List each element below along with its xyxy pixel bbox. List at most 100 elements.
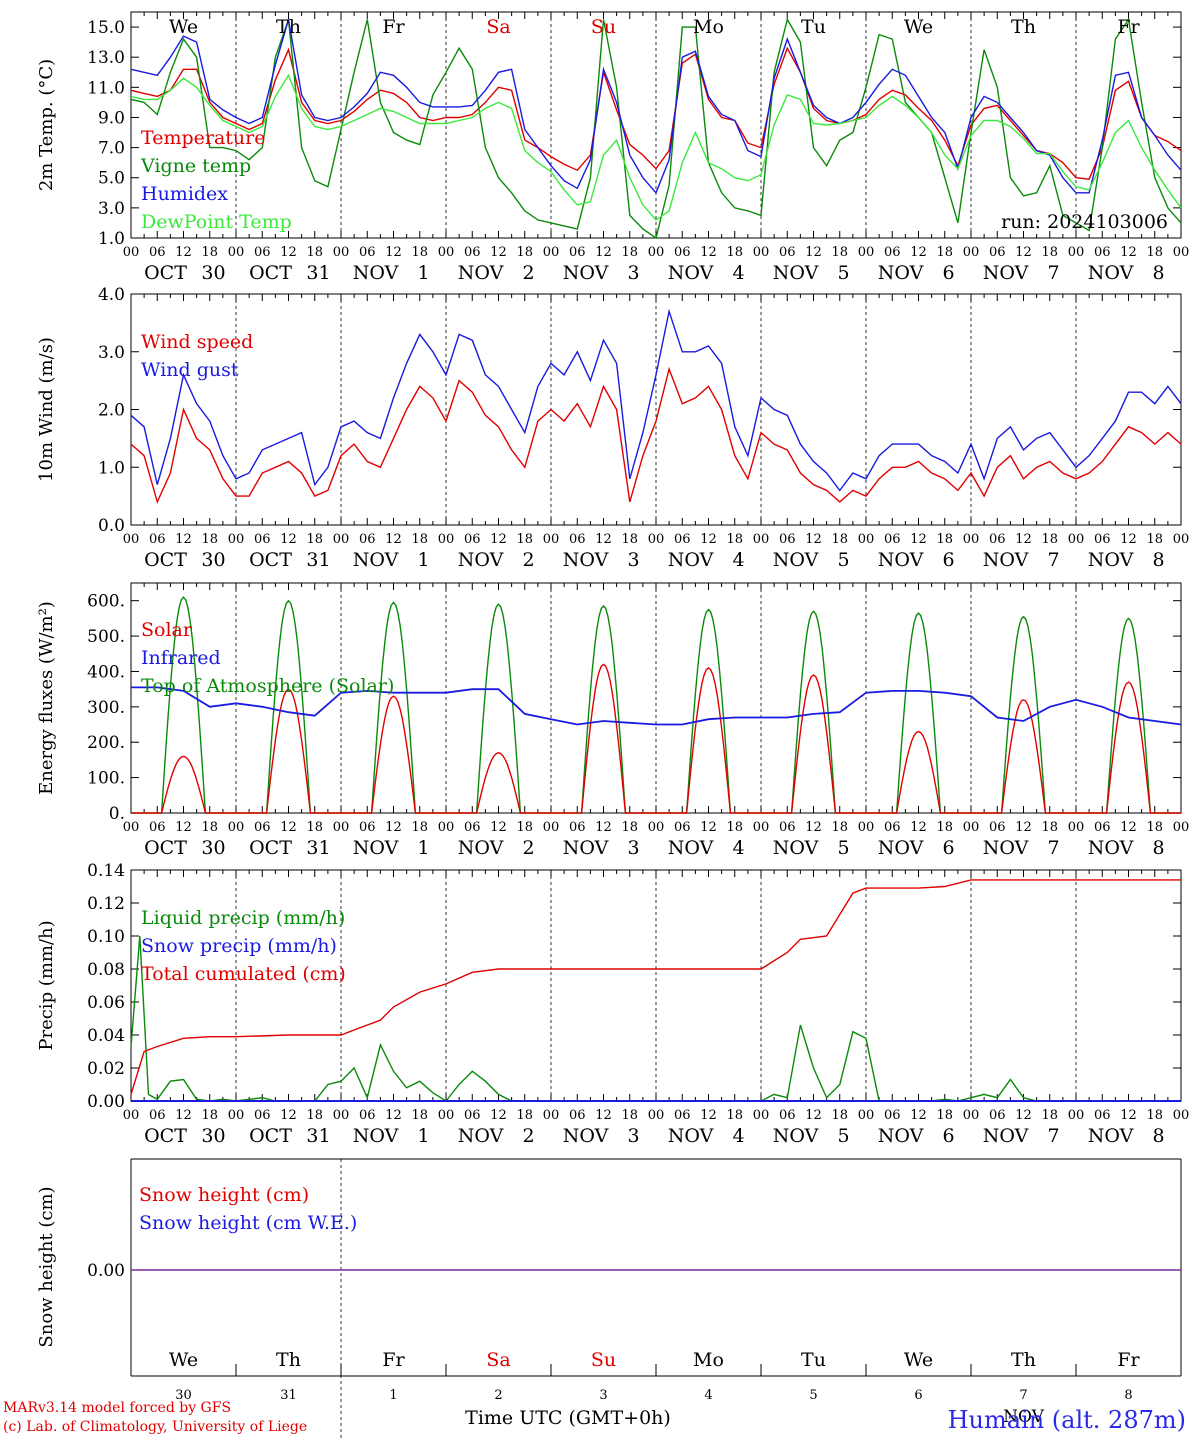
- x-day-month: NOV: [668, 837, 714, 859]
- x-day-number: 31: [306, 1125, 330, 1147]
- x-hour-label: 00: [1068, 532, 1085, 547]
- y-tick-label: 9.0: [98, 108, 125, 128]
- x-day-number: 31: [306, 837, 330, 859]
- x-hour-label: 00: [753, 245, 770, 260]
- x-hour-label: 18: [201, 532, 218, 547]
- x-day-month: NOV: [878, 837, 924, 859]
- x-day-number: 8: [1152, 549, 1164, 571]
- model-credit: MARv3.14 model forced by GFS: [3, 1400, 232, 1416]
- y-tick-label: 0.06: [87, 993, 125, 1013]
- x-hour-label: 12: [280, 820, 297, 835]
- x-hour-label: 18: [831, 1108, 848, 1123]
- x-hour-label: 00: [648, 1108, 665, 1123]
- x-hour-label: 06: [254, 532, 271, 547]
- x-day-number: 6: [942, 549, 954, 571]
- x-hour-label: 18: [1041, 1108, 1058, 1123]
- x-day-month: NOV: [983, 262, 1029, 284]
- x-day-number: 3: [627, 262, 639, 284]
- legend-entry: Infrared: [141, 647, 221, 669]
- x-day-month: NOV: [563, 837, 609, 859]
- x-hour-label: 06: [569, 245, 586, 260]
- x-day-month: NOV: [353, 1125, 399, 1147]
- y-tick-label: 600.: [87, 592, 125, 612]
- x-hour-label: 18: [831, 532, 848, 547]
- x-day-number: 8: [1152, 262, 1164, 284]
- legend-entry: Solar: [141, 619, 193, 641]
- y-tick-label: 7.0: [98, 139, 125, 159]
- series-line-infrared: [131, 686, 1182, 726]
- x-hour-label: 18: [1146, 820, 1163, 835]
- legend-entry: Total cumulated (cm): [141, 963, 346, 985]
- x-day-month: OCT: [249, 837, 292, 859]
- x-hour-label: 00: [438, 532, 455, 547]
- y-tick-label: 400.: [87, 662, 125, 682]
- x-hour-label: 18: [201, 820, 218, 835]
- day-number-label: 4: [704, 1388, 712, 1403]
- x-hour-label: 12: [385, 245, 402, 260]
- x-hour-label: 12: [280, 245, 297, 260]
- x-hour-label: 18: [411, 532, 428, 547]
- x-hour-label: 06: [989, 245, 1006, 260]
- x-hour-label: 06: [359, 245, 376, 260]
- y-axis-label-3: Energy fluxes (W/m²): [36, 601, 57, 795]
- x-hour-label: 00: [1173, 820, 1190, 835]
- series-line-humidex: [130, 19, 1182, 195]
- x-hour-label: 00: [1068, 1108, 1085, 1123]
- x-hour-label: 18: [516, 245, 533, 260]
- x-hour-label: 06: [674, 820, 691, 835]
- weekday-label: Mo: [693, 1349, 724, 1371]
- x-hour-label: 06: [254, 820, 271, 835]
- x-hour-label: 18: [516, 820, 533, 835]
- y-tick-label: 0.12: [87, 894, 125, 914]
- legend-entry: Humidex: [141, 183, 228, 205]
- y-tick-label: 2.0: [98, 401, 125, 421]
- y-tick-label: 300.: [87, 698, 125, 718]
- x-hour-label: 00: [753, 1108, 770, 1123]
- x-day-month: OCT: [249, 262, 292, 284]
- y-axis-label-4: Precip (mm/h): [36, 920, 57, 1050]
- y-tick-label: 0.04: [87, 1026, 125, 1046]
- x-hour-label: 12: [700, 820, 717, 835]
- x-hour-label: 00: [123, 1108, 140, 1123]
- x-hour-label: 00: [228, 820, 245, 835]
- x-hour-label: 06: [569, 532, 586, 547]
- x-hour-label: 06: [464, 245, 481, 260]
- x-hour-label: 00: [543, 245, 560, 260]
- y-tick-label: 4.0: [98, 285, 125, 305]
- x-hour-label: 00: [438, 245, 455, 260]
- x-hour-label: 06: [1094, 532, 1111, 547]
- x-hour-label: 12: [910, 532, 927, 547]
- weekday-label: Su: [591, 1349, 616, 1371]
- x-hour-label: 06: [884, 245, 901, 260]
- x-day-month: NOV: [1088, 837, 1134, 859]
- x-hour-label: 12: [1015, 532, 1032, 547]
- x-hour-label: 18: [831, 245, 848, 260]
- series-line-total: [130, 879, 1181, 1095]
- x-hour-label: 00: [963, 245, 980, 260]
- weekday-label: Th: [1011, 16, 1036, 38]
- day-number-label: 3: [599, 1388, 607, 1403]
- x-day-month: NOV: [458, 837, 504, 859]
- x-hour-label: 12: [1015, 820, 1032, 835]
- x-hour-label: 12: [1120, 820, 1137, 835]
- x-hour-label: 06: [569, 820, 586, 835]
- x-day-month: NOV: [563, 549, 609, 571]
- x-hour-label: 06: [884, 820, 901, 835]
- x-hour-label: 12: [280, 1108, 297, 1123]
- x-day-number: 5: [837, 262, 849, 284]
- x-hour-label: 18: [201, 245, 218, 260]
- weekday-label: We: [169, 1349, 198, 1371]
- weekday-label: We: [904, 1349, 933, 1371]
- x-day-number: 3: [627, 837, 639, 859]
- x-day-number: 30: [201, 837, 225, 859]
- x-day-number: 1: [417, 549, 429, 571]
- x-day-number: 3: [627, 1125, 639, 1147]
- day-number-label: 30: [175, 1388, 192, 1403]
- series-line-vigne-temp: [130, 17, 1182, 240]
- x-hour-label: 06: [359, 820, 376, 835]
- x-hour-label: 00: [648, 532, 665, 547]
- y-tick-label: 0.10: [87, 927, 125, 947]
- x-day-number: 1: [417, 837, 429, 859]
- x-hour-label: 18: [936, 532, 953, 547]
